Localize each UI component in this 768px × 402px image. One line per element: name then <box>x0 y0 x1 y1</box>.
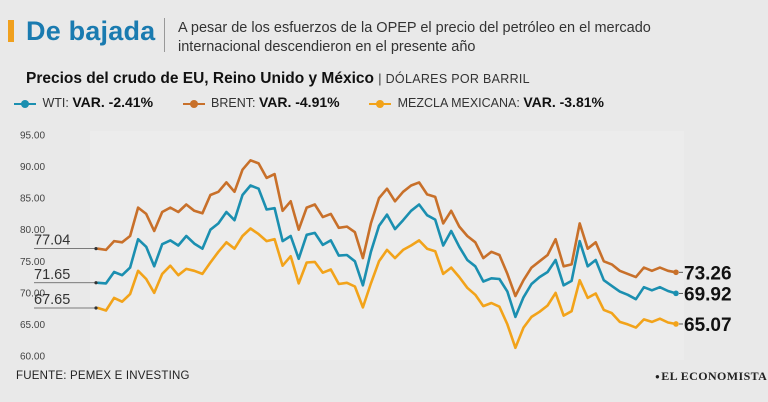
headline: De bajada <box>26 16 156 46</box>
header-divider <box>164 18 165 52</box>
y-tick-label: 90.00 <box>20 162 45 173</box>
accent-bar <box>8 20 14 42</box>
legend-marker-wti <box>14 99 36 109</box>
y-tick-label: 60.00 <box>20 352 45 363</box>
start-label-brent: 77.04 <box>34 233 70 249</box>
series-line-wti <box>96 184 678 319</box>
series-line-mezcla <box>96 227 678 350</box>
end-point-mezcla <box>673 321 679 327</box>
legend-var-mezcla: VAR. -3.81% <box>523 94 604 110</box>
start-dot-mezcla <box>94 306 98 310</box>
deck-text: A pesar de los esfuerzos de la OPEP el p… <box>178 20 651 55</box>
start-label-mezcla: 67.65 <box>34 292 70 308</box>
series-line-brent <box>96 159 678 298</box>
legend-item-mezcla: MEZCLA MEXICANA: VAR. -3.81% <box>369 94 604 110</box>
end-point-brent <box>673 269 679 276</box>
end-label-mezcla: 65.07 <box>684 315 732 336</box>
brand-logo-text: EL ECONOMISTA <box>661 369 768 383</box>
brand-logo: ●EL ECONOMISTA <box>655 369 767 384</box>
legend-label-brent: BRENT: <box>211 96 256 110</box>
legend-item-wti: WTI: VAR. -2.41% <box>14 94 153 110</box>
start-dot-brent <box>94 247 98 251</box>
y-tick-label: 95.00 <box>20 131 45 142</box>
end-label-brent: 73.26 <box>684 263 732 284</box>
chart-legend: WTI: VAR. -2.41% BRENT: VAR. -4.91% MEZC… <box>14 94 630 110</box>
legend-label-mezcla: MEZCLA MEXICANA: <box>397 96 520 110</box>
end-label-wti: 69.92 <box>684 284 732 305</box>
legend-item-brent: BRENT: VAR. -4.91% <box>182 94 340 110</box>
start-dot-wti <box>94 281 98 285</box>
legend-marker-brent <box>182 99 205 109</box>
legend-label-wti: WTI: <box>42 96 69 110</box>
chart-title-text: Precios del crudo de EU, Reino Unido y M… <box>26 70 374 87</box>
legend-marker-mezcla <box>369 99 392 109</box>
y-tick-label: 70.00 <box>20 288 45 299</box>
brand-logo-mark: ● <box>655 372 661 381</box>
chart-unit-separator: | <box>378 72 386 86</box>
y-tick-label: 80.00 <box>20 225 45 236</box>
legend-var-brent: VAR. -4.91% <box>258 94 340 110</box>
y-tick-label: 65.00 <box>20 320 45 331</box>
source-note: FUENTE: PEMEX E INVESTING <box>16 370 190 382</box>
end-point-wti <box>673 290 679 297</box>
y-tick-label: 85.00 <box>20 194 45 205</box>
legend-var-wti: VAR. -2.41% <box>72 94 154 110</box>
chart-title: Precios del crudo de EU, Reino Unido y M… <box>26 70 530 88</box>
chart-unit-label: DÓLARES POR BARRIL <box>385 72 530 86</box>
plot-area <box>90 131 684 360</box>
start-label-wti: 71.65 <box>34 267 70 283</box>
y-tick-label: 75.00 <box>20 257 45 268</box>
